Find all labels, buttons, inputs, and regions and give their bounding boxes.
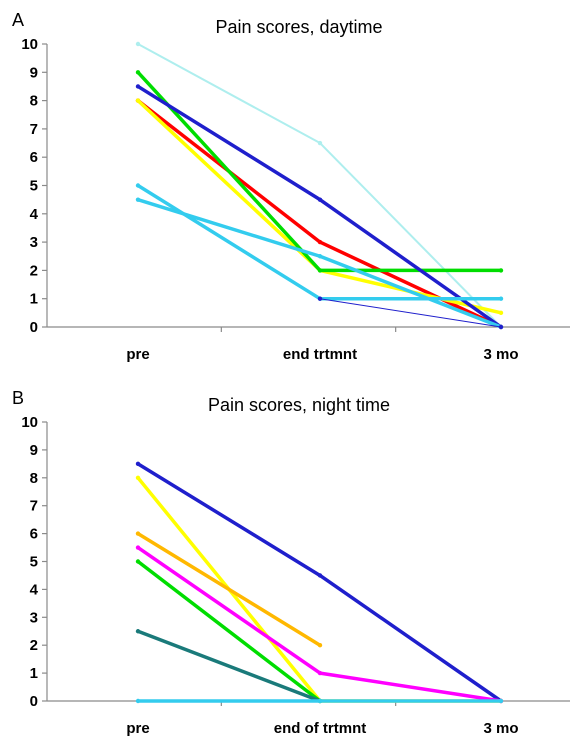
series-line — [136, 98, 503, 329]
series-line — [136, 476, 503, 703]
series-4 — [135, 545, 504, 704]
y-tick-label: 6 — [30, 149, 38, 166]
series-1 — [135, 41, 504, 330]
axes-b: 0 1 2 3 4 5 6 7 8 9 10 pre end of trtmnt 3 mo — [21, 414, 570, 737]
y-tick-label: 0 — [30, 693, 38, 710]
data-point — [135, 183, 141, 188]
x-tick-label: pre — [126, 720, 149, 736]
data-point — [317, 296, 323, 301]
data-point — [498, 698, 504, 704]
y-tick-label: 3 — [30, 234, 38, 251]
panel-label-a: A — [12, 10, 24, 30]
series-layer-b — [135, 461, 504, 704]
data-point — [317, 573, 323, 578]
y-tick-label: 10 — [21, 414, 38, 431]
series-line — [319, 298, 502, 328]
y-tick-label: 3 — [30, 609, 38, 626]
data-point — [135, 475, 141, 480]
y-tick-label: 8 — [30, 93, 38, 110]
series-line — [136, 84, 503, 329]
chart-title-a: Pain scores, daytime — [215, 17, 382, 37]
data-point — [317, 268, 323, 273]
y-tick-label: 10 — [21, 36, 38, 53]
x-tick-label: 3 mo — [483, 720, 518, 736]
data-point — [317, 140, 323, 146]
series-line — [136, 545, 503, 703]
series-line — [136, 629, 322, 703]
data-point — [135, 98, 141, 103]
series-line — [137, 43, 502, 328]
series-3 — [135, 531, 323, 648]
y-tick-label: 4 — [30, 206, 39, 223]
panel-label-b: B — [12, 388, 24, 408]
series-7 — [135, 698, 504, 704]
y-tick-label: 8 — [30, 470, 38, 487]
axes-a: 0 1 2 3 4 5 6 7 8 9 10 pre end trtmnt 3 mo — [21, 36, 570, 363]
y-tick-label: 7 — [30, 498, 38, 515]
x-tick-label: 3 mo — [483, 346, 518, 363]
chart-title-b: Pain scores, night time — [208, 395, 390, 415]
data-point — [317, 698, 323, 704]
y-tick-label: 2 — [30, 262, 38, 279]
y-tick-label: 5 — [30, 178, 38, 195]
series-line — [136, 462, 503, 703]
data-point — [317, 197, 323, 202]
y-tick-label: 7 — [30, 121, 38, 138]
series-layer-a — [135, 41, 504, 330]
data-point — [135, 531, 141, 536]
series-6 — [135, 629, 323, 704]
y-tick-label: 6 — [30, 526, 38, 543]
y-tick-label: 0 — [30, 319, 38, 336]
data-point — [135, 559, 141, 564]
series-line — [136, 531, 322, 647]
y-tick-label: 5 — [30, 554, 38, 571]
series-2 — [135, 98, 504, 330]
data-point — [135, 84, 141, 89]
y-tick-label: 4 — [30, 581, 39, 598]
series-line — [136, 559, 322, 703]
data-point — [135, 698, 141, 704]
data-point — [498, 296, 504, 301]
data-point — [498, 268, 504, 273]
data-point — [135, 545, 141, 550]
data-point — [317, 254, 323, 259]
data-point — [135, 461, 141, 467]
series-4 — [135, 70, 504, 273]
panel-a: A Pain scores, daytime 0 1 2 3 4 5 6 7 8 9 10 pre en… — [12, 10, 570, 363]
x-tick-label: end of trtmnt — [274, 720, 366, 736]
y-tick-label: 9 — [30, 442, 38, 459]
data-point — [317, 643, 323, 648]
panel-b: B Pain scores, night time 0 1 2 3 4 5 6 7 8 9 10 pr… — [12, 388, 570, 737]
data-point — [317, 670, 323, 676]
x-tick-label: pre — [126, 346, 149, 363]
data-point — [135, 197, 141, 202]
data-point — [135, 41, 141, 47]
y-tick-label: 1 — [30, 665, 38, 682]
x-tick-label: end trtmnt — [283, 346, 357, 363]
y-tick-label: 2 — [30, 637, 38, 654]
series-2 — [135, 475, 504, 704]
data-point — [135, 70, 141, 75]
y-tick-label: 1 — [30, 291, 38, 308]
data-point — [498, 310, 504, 316]
y-tick-label: 9 — [30, 64, 38, 81]
data-point — [317, 239, 323, 245]
series-5 — [135, 84, 504, 330]
data-point — [498, 324, 504, 330]
data-point — [135, 629, 141, 634]
series-8 — [317, 296, 504, 330]
